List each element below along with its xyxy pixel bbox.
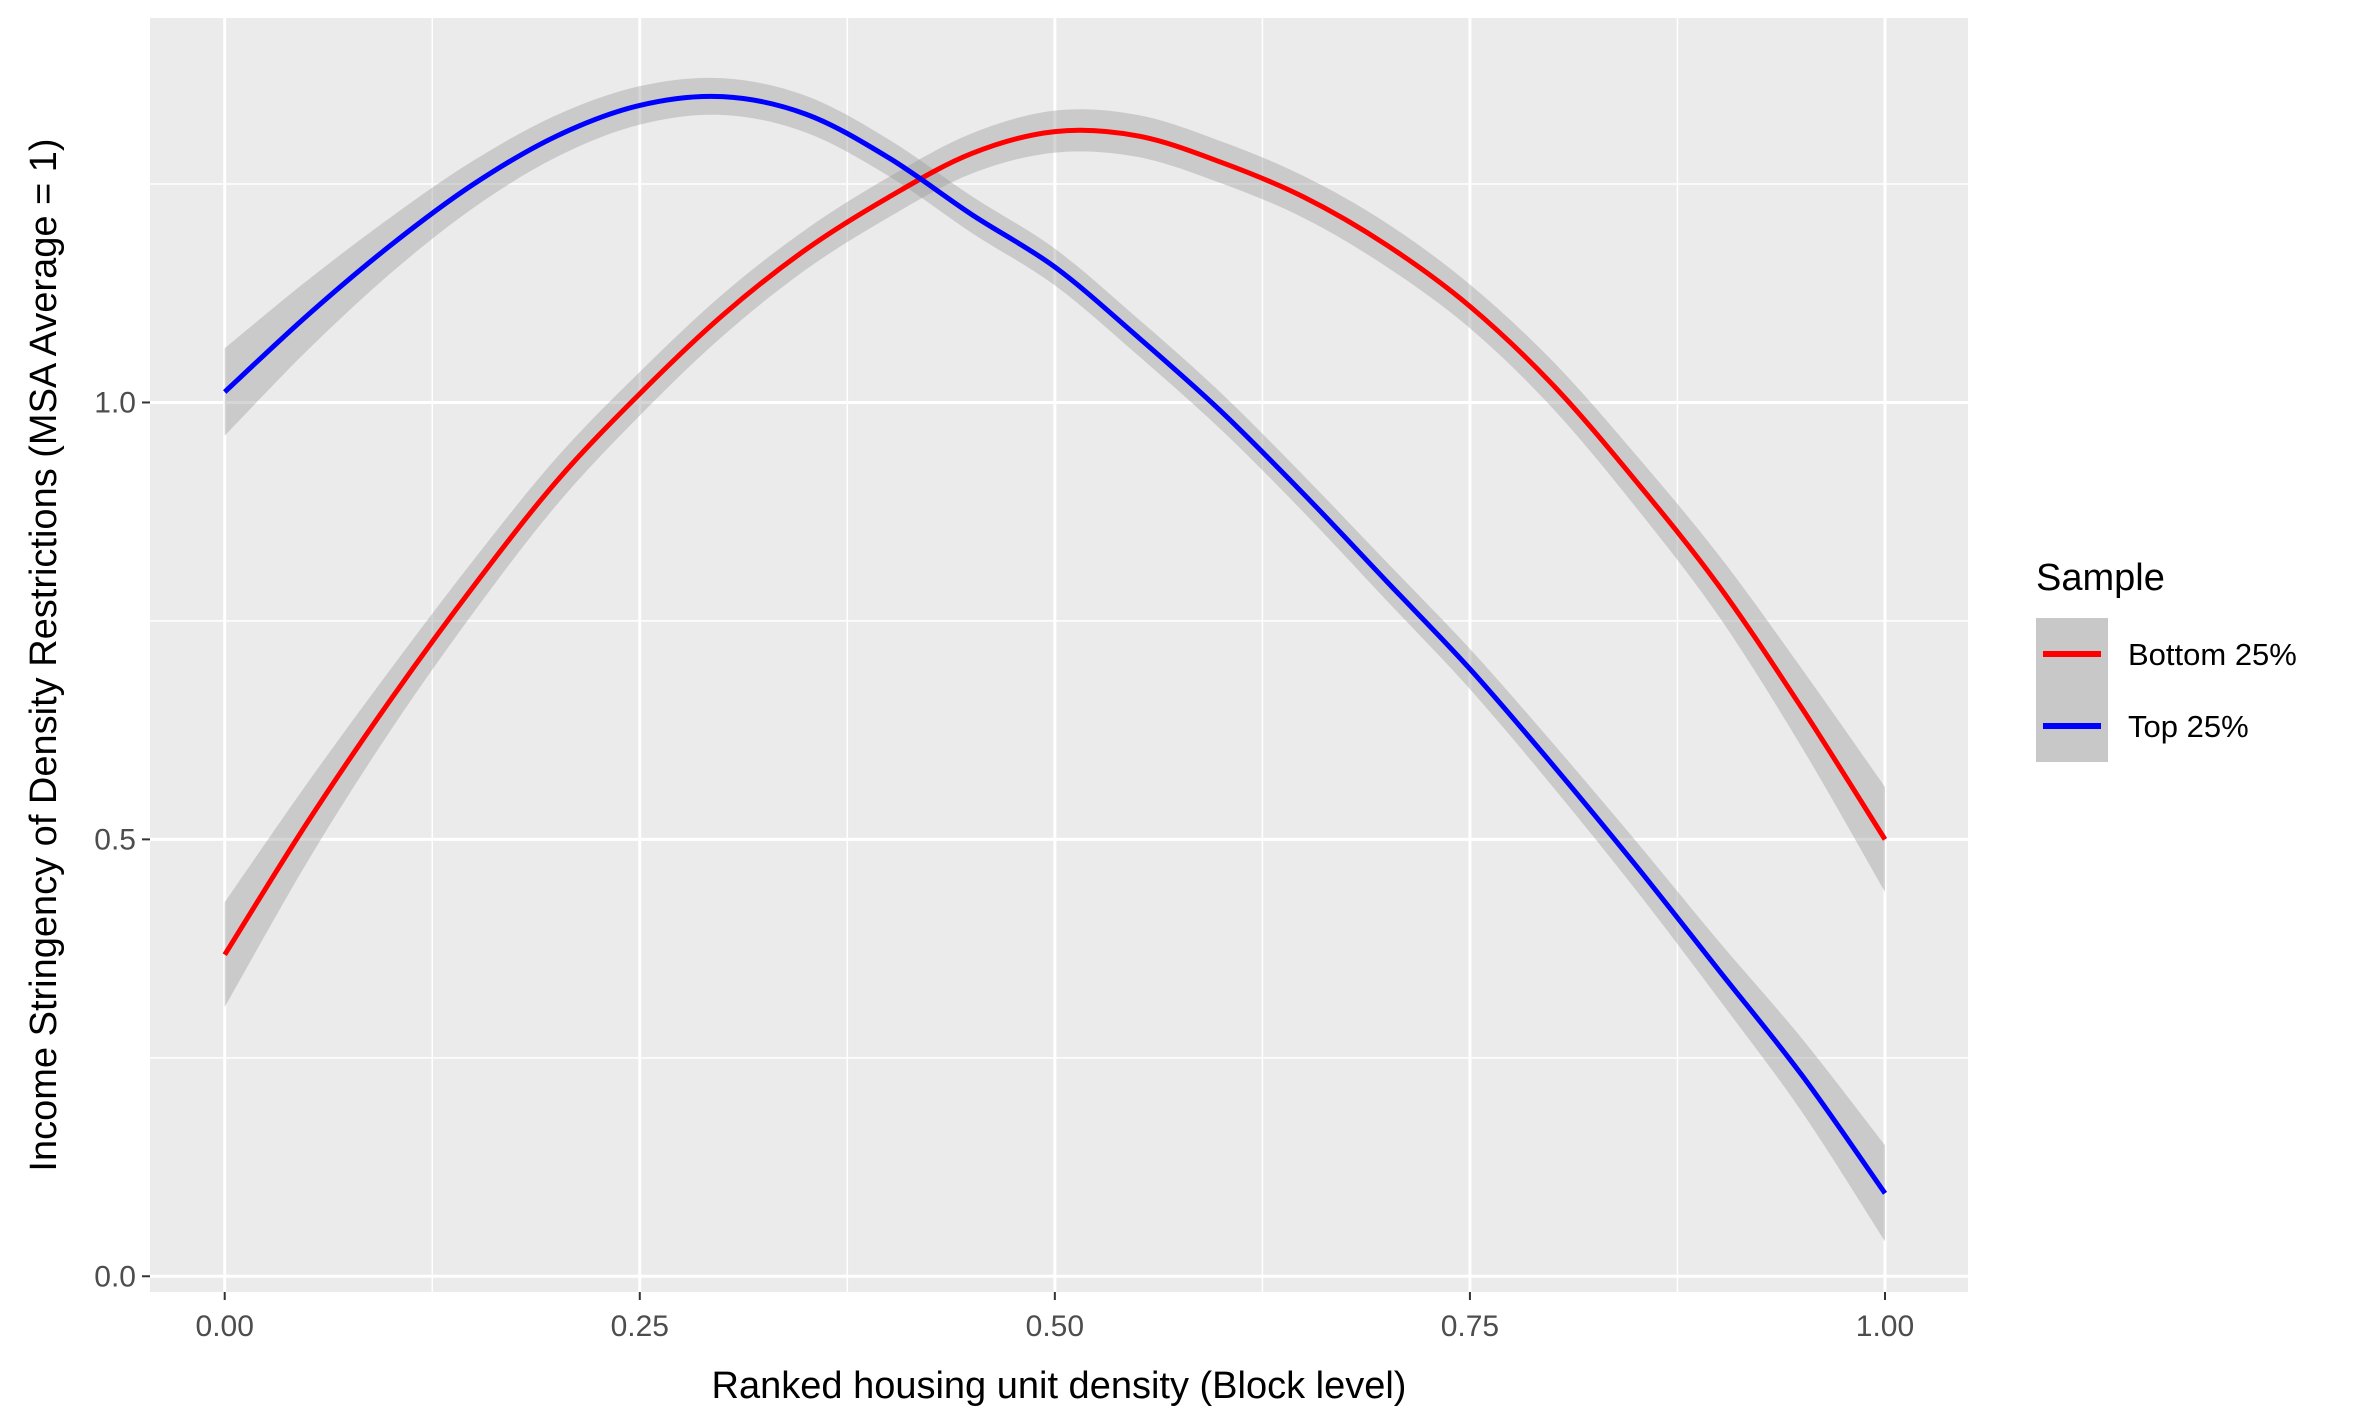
plot-panel — [150, 18, 1968, 1292]
x-tick-label: 0.75 — [1441, 1310, 1499, 1343]
axis-tick-labels: 0.00 0.25 0.50 0.75 1.00 0.0 0.5 1.0 — [94, 386, 1914, 1343]
y-tick-label: 1.0 — [94, 386, 136, 419]
x-tick-label: 0.00 — [196, 1310, 254, 1343]
y-axis-title: Income Stringency of Density Restriction… — [23, 138, 65, 1171]
y-tick-label: 0.5 — [94, 823, 136, 856]
axis-ticks — [142, 401, 1886, 1300]
legend-label-top-25: Top 25% — [2128, 709, 2249, 744]
x-axis-title: Ranked housing unit density (Block level… — [712, 1365, 1407, 1407]
major-gridlines — [150, 18, 1968, 1292]
x-tick-label: 0.50 — [1026, 1310, 1084, 1343]
legend-title: Sample — [2036, 557, 2165, 599]
x-tick-label: 0.25 — [611, 1310, 669, 1343]
legend-label-bottom-25: Bottom 25% — [2128, 637, 2297, 672]
series-line-bottom-25 — [222, 127, 1888, 957]
series-line-top-25 — [223, 93, 1888, 1195]
minor-gridlines — [150, 18, 1968, 1292]
series-lines — [222, 93, 1888, 1195]
legend: Sample Bottom 25% Top 25% — [2036, 557, 2297, 762]
y-tick-label: 0.0 — [94, 1260, 136, 1293]
x-tick-label: 1.00 — [1856, 1310, 1914, 1343]
